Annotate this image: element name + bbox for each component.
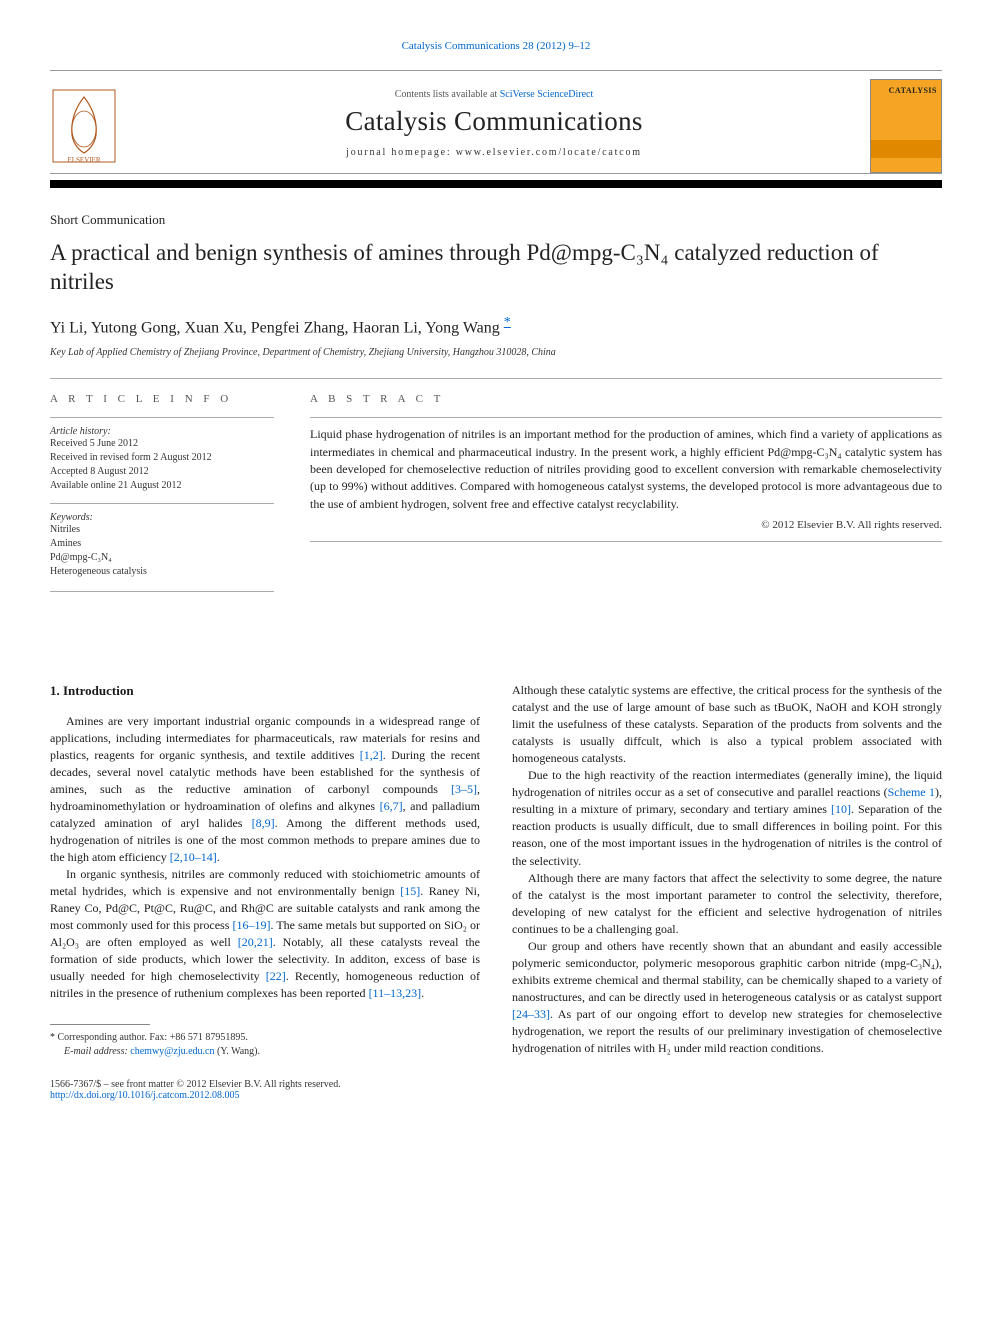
corresponding-footnote: * Corresponding author. Fax: +86 571 879… xyxy=(50,1031,480,1059)
paragraph: Due to the high reactivity of the reacti… xyxy=(512,767,942,869)
star-icon: * xyxy=(50,1032,58,1043)
intro-heading: 1. Introduction xyxy=(50,682,480,700)
masthead-center: Contents lists available at SciVerse Sci… xyxy=(118,89,870,164)
divider xyxy=(50,591,274,592)
right-column: Although these catalytic systems are eff… xyxy=(512,682,942,1059)
divider xyxy=(310,541,942,542)
ref-link[interactable]: [2,10–14] xyxy=(170,850,217,864)
author-list: Yi Li, Yutong Gong, Xuan Xu, Pengfei Zha… xyxy=(50,315,942,337)
ref-link[interactable]: [11–13,23] xyxy=(369,986,422,1000)
email-link[interactable]: chemwy@zju.edu.cn xyxy=(130,1046,214,1057)
contents-line: Contents lists available at SciVerse Sci… xyxy=(118,89,870,100)
ref-link[interactable]: [6,7] xyxy=(380,799,403,813)
svg-text:ELSEVIER: ELSEVIER xyxy=(67,156,100,164)
black-divider-bar xyxy=(50,180,942,188)
contents-prefix: Contents lists available at xyxy=(395,89,500,100)
info-abstract-row: A R T I C L E I N F O Article history: R… xyxy=(50,379,942,592)
history-line: Received 5 June 2012 xyxy=(50,437,274,451)
keyword: Heterogeneous catalysis xyxy=(50,565,274,579)
abstract-label: A B S T R A C T xyxy=(310,393,942,405)
ref-link[interactable]: [15] xyxy=(400,884,420,898)
keyword: Nitriles xyxy=(50,523,274,537)
paragraph: Our group and others have recently shown… xyxy=(512,938,942,1057)
body-columns: 1. Introduction Amines are very importan… xyxy=(50,682,942,1059)
homepage-line: journal homepage: www.elsevier.com/locat… xyxy=(118,147,870,158)
history-line: Accepted 8 August 2012 xyxy=(50,465,274,479)
keywords-label: Keywords: xyxy=(50,512,274,523)
ref-link[interactable]: [8,9] xyxy=(252,816,275,830)
journal-title: Catalysis Communications xyxy=(118,106,870,137)
elsevier-logo-icon: ELSEVIER xyxy=(50,87,118,165)
paragraph: Although these catalytic systems are eff… xyxy=(512,682,942,767)
article-info-column: A R T I C L E I N F O Article history: R… xyxy=(50,379,274,592)
ref-link[interactable]: [16–19] xyxy=(232,918,270,932)
keyword: Amines xyxy=(50,537,274,551)
masthead: ELSEVIER Contents lists available at Sci… xyxy=(50,70,942,174)
ref-link[interactable]: [1,2] xyxy=(360,748,383,762)
paragraph: In organic synthesis, nitriles are commo… xyxy=(50,866,480,1002)
header-citation[interactable]: Catalysis Communications 28 (2012) 9–12 xyxy=(50,40,942,52)
ref-link[interactable]: [3–5] xyxy=(451,782,477,796)
ref-link[interactable]: [22] xyxy=(266,969,286,983)
bottom-bar: 1566-7367/$ – see front matter © 2012 El… xyxy=(50,1079,942,1101)
journal-cover-icon: CATALYSIS xyxy=(870,79,942,173)
abstract-text: Liquid phase hydrogenation of nitriles i… xyxy=(310,418,942,513)
homepage-prefix: journal homepage: xyxy=(346,147,456,158)
page-root: Catalysis Communications 28 (2012) 9–12 … xyxy=(0,0,992,1141)
paragraph: Although there are many factors that aff… xyxy=(512,870,942,938)
affiliation: Key Lab of Applied Chemistry of Zhejiang… xyxy=(50,347,942,358)
history-label: Article history: xyxy=(50,426,274,437)
paragraph: Amines are very important industrial org… xyxy=(50,713,480,866)
doi-link[interactable]: http://dx.doi.org/10.1016/j.catcom.2012.… xyxy=(50,1090,240,1101)
divider xyxy=(50,503,274,504)
article-type: Short Communication xyxy=(50,212,942,228)
cover-band xyxy=(871,140,941,158)
ref-link[interactable]: [20,21] xyxy=(238,935,273,949)
homepage-url: www.elsevier.com/locate/catcom xyxy=(456,147,642,158)
corresponding-author-link[interactable]: * xyxy=(504,315,511,330)
left-column: 1. Introduction Amines are very importan… xyxy=(50,682,480,1059)
author-names: Yi Li, Yutong Gong, Xuan Xu, Pengfei Zha… xyxy=(50,319,504,336)
front-matter-line: 1566-7367/$ – see front matter © 2012 El… xyxy=(50,1079,341,1090)
abstract-copyright: © 2012 Elsevier B.V. All rights reserved… xyxy=(310,519,942,531)
footnote-divider xyxy=(50,1024,150,1025)
article-info-label: A R T I C L E I N F O xyxy=(50,393,274,405)
scheme-link[interactable]: Scheme 1 xyxy=(888,785,935,799)
ref-link[interactable]: [24–33] xyxy=(512,1007,550,1021)
cover-text: CATALYSIS xyxy=(889,86,937,95)
email-label: E-mail address: xyxy=(50,1046,130,1057)
abstract-column: A B S T R A C T Liquid phase hydrogenati… xyxy=(310,379,942,592)
history-line: Available online 21 August 2012 xyxy=(50,479,274,493)
keyword: Pd@mpg-C₃N₄ xyxy=(50,551,274,565)
article-title: A practical and benign synthesis of amin… xyxy=(50,238,942,297)
history-line: Received in revised form 2 August 2012 xyxy=(50,451,274,465)
sciverse-link[interactable]: SciVerse ScienceDirect xyxy=(500,89,594,100)
ref-link[interactable]: [10] xyxy=(831,802,851,816)
bottom-left: 1566-7367/$ – see front matter © 2012 El… xyxy=(50,1079,341,1101)
